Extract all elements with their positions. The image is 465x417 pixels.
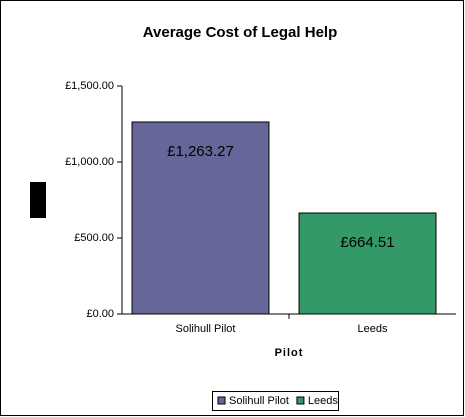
y-tick-label: £500.00 bbox=[74, 232, 114, 244]
legend-label: Solihull Pilot bbox=[229, 395, 289, 407]
x-tick-label: Leeds bbox=[358, 323, 388, 335]
y-tick-label: £1,000.00 bbox=[65, 156, 114, 168]
y-tick-label: £0.00 bbox=[86, 308, 114, 320]
chart-title: Average Cost of Legal Help bbox=[143, 24, 338, 41]
bar bbox=[298, 212, 437, 315]
legend-swatch bbox=[217, 396, 226, 405]
y-tick-label: £1,500.00 bbox=[65, 80, 114, 92]
x-axis-label: Pilot bbox=[275, 347, 304, 359]
x-tick-label: Solihull Pilot bbox=[176, 323, 236, 335]
legend-box bbox=[212, 391, 339, 411]
legend-label: Leeds bbox=[308, 395, 338, 407]
data-label: £1,263.27 bbox=[167, 143, 234, 160]
data-label: £664.51 bbox=[340, 234, 394, 251]
legend-swatch bbox=[296, 396, 305, 405]
redacted-axis-label bbox=[30, 182, 46, 218]
bar bbox=[131, 121, 270, 315]
